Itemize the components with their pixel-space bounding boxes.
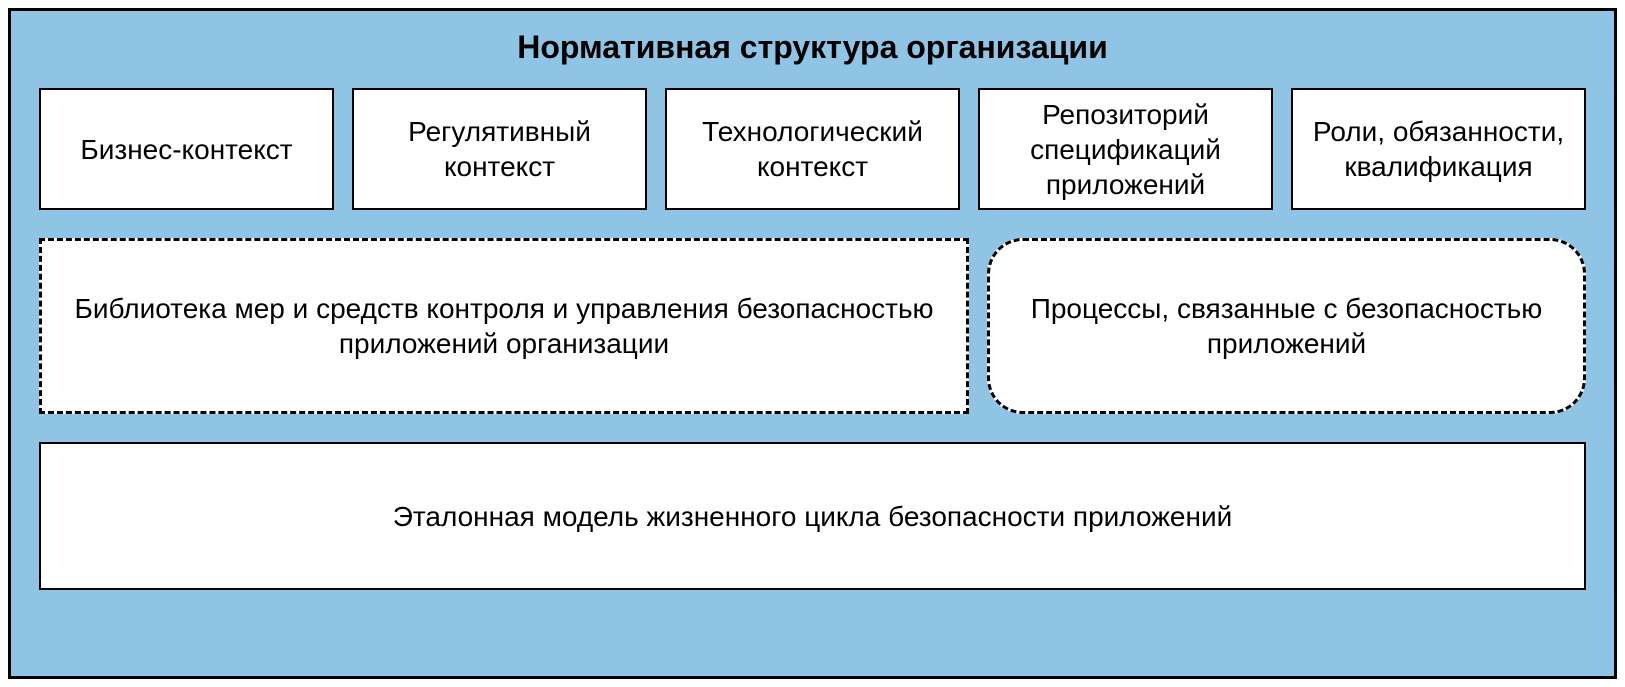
box-label: Эталонная модель жизненного цикла безопа… [393,499,1233,534]
box-label: Роли, обязанности, квалификация [1307,114,1570,184]
box-technology-context: Технологический контекст [665,88,960,210]
box-label: Регулятивный контекст [368,114,631,184]
box-spec-repository: Репозиторий спецификаций приложений [978,88,1273,210]
box-security-processes: Процессы, связанные с безопасностью прил… [987,238,1586,414]
box-label: Процессы, связанные с безопасностью прил… [1004,291,1569,361]
box-label: Репозиторий спецификаций приложений [994,97,1257,202]
row-dashed: Библиотека мер и средств контроля и упра… [39,238,1586,414]
box-business-context: Бизнес-контекст [39,88,334,210]
diagram-title: Нормативная структура организации [39,29,1586,66]
box-regulatory-context: Регулятивный контекст [352,88,647,210]
box-controls-library: Библиотека мер и средств контроля и упра… [39,238,969,414]
row-bottom: Эталонная модель жизненного цикла безопа… [39,442,1586,590]
box-reference-model: Эталонная модель жизненного цикла безопа… [39,442,1586,590]
box-roles: Роли, обязанности, квалификация [1291,88,1586,210]
box-label: Бизнес-контекст [80,132,292,167]
row-contexts: Бизнес-контекст Регулятивный контекст Те… [39,88,1586,210]
box-label: Технологический контекст [681,114,944,184]
box-label: Библиотека мер и средств контроля и упра… [56,291,952,361]
diagram-frame: Нормативная структура организации Бизнес… [8,8,1617,679]
